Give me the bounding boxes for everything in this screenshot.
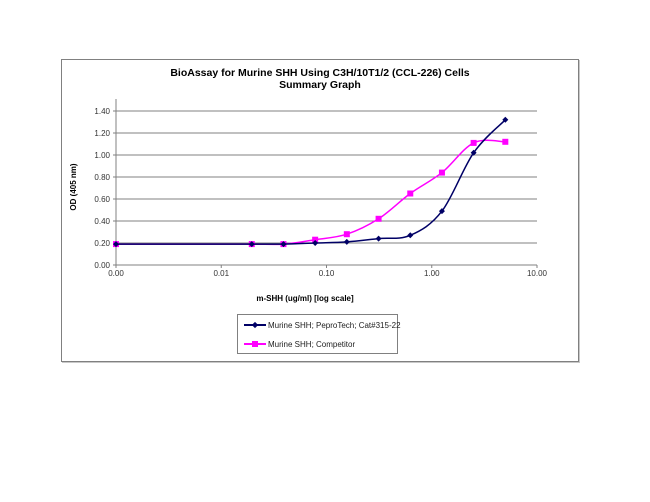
gridlines [116,110,537,244]
x-tick-label: 1.00 [424,269,440,278]
chart-subtitle: Summary Graph [279,79,361,91]
diamond-marker-icon [312,240,319,246]
series-peprotech [113,116,509,248]
y-tick-label: 0.80 [94,173,110,182]
legend-item-competitor: Murine SHH; Competitor [244,338,355,350]
tick-labels: 0.00 0.20 0.40 0.60 0.80 1.00 1.20 1.40 0.00 0.01… [94,107,547,278]
legend-label: Murine SHH; Competitor [268,339,356,349]
chart-frame [61,59,579,362]
diamond-marker-icon [244,320,266,330]
y-tick-label: 1.20 [94,129,110,138]
chart-title: BioAssay for Murine SHH Using C3H/10T1/2… [170,67,470,79]
data-series [113,116,509,248]
legend: Murine SHH; PeproTech; Cat#315-22 Murine… [237,314,401,354]
square-marker-icon [438,169,445,176]
chart-title-block: BioAssay for Murine SHH Using C3H/10T1/2… [61,67,579,91]
square-marker-icon [407,190,414,197]
y-tick-label: 0.00 [94,261,110,270]
x-tick-label: 0.01 [213,269,229,278]
diamond-marker-icon [280,241,287,248]
diamond-marker-icon [438,208,445,215]
diamond-marker-icon [113,241,119,248]
legend-item-peprotech: Murine SHH; PeproTech; Cat#315-22 [244,319,401,331]
square-marker-icon [343,231,350,238]
diamond-marker-icon [407,232,414,239]
x-tick-label: 0.00 [108,269,124,278]
diamond-marker-icon [248,241,255,248]
diamond-marker-icon [375,235,382,242]
square-marker-icon [375,215,382,222]
y-tick-label: 0.20 [94,239,110,248]
square-marker-icon [312,236,319,243]
x-tick-label: 10.00 [527,269,548,278]
square-marker-icon [244,339,266,349]
x-tick-label: 0.10 [319,269,335,278]
square-marker-icon [470,139,477,146]
y-tick-label: 1.00 [94,151,110,160]
axes [113,99,538,268]
y-tick-label: 0.60 [94,195,110,204]
y-axis-title: OD (405 nm) [69,163,78,210]
y-tick-label: 0.40 [94,217,110,226]
legend-label: Murine SHH; PeproTech; Cat#315-22 [268,320,401,330]
diamond-marker-icon [502,116,509,123]
diamond-marker-icon [470,149,477,156]
y-tick-label: 1.40 [94,107,110,116]
diamond-marker-icon [343,238,350,245]
x-axis-title: m-SHH (ug/ml) [log scale] [256,294,354,303]
square-marker-icon [502,138,509,145]
